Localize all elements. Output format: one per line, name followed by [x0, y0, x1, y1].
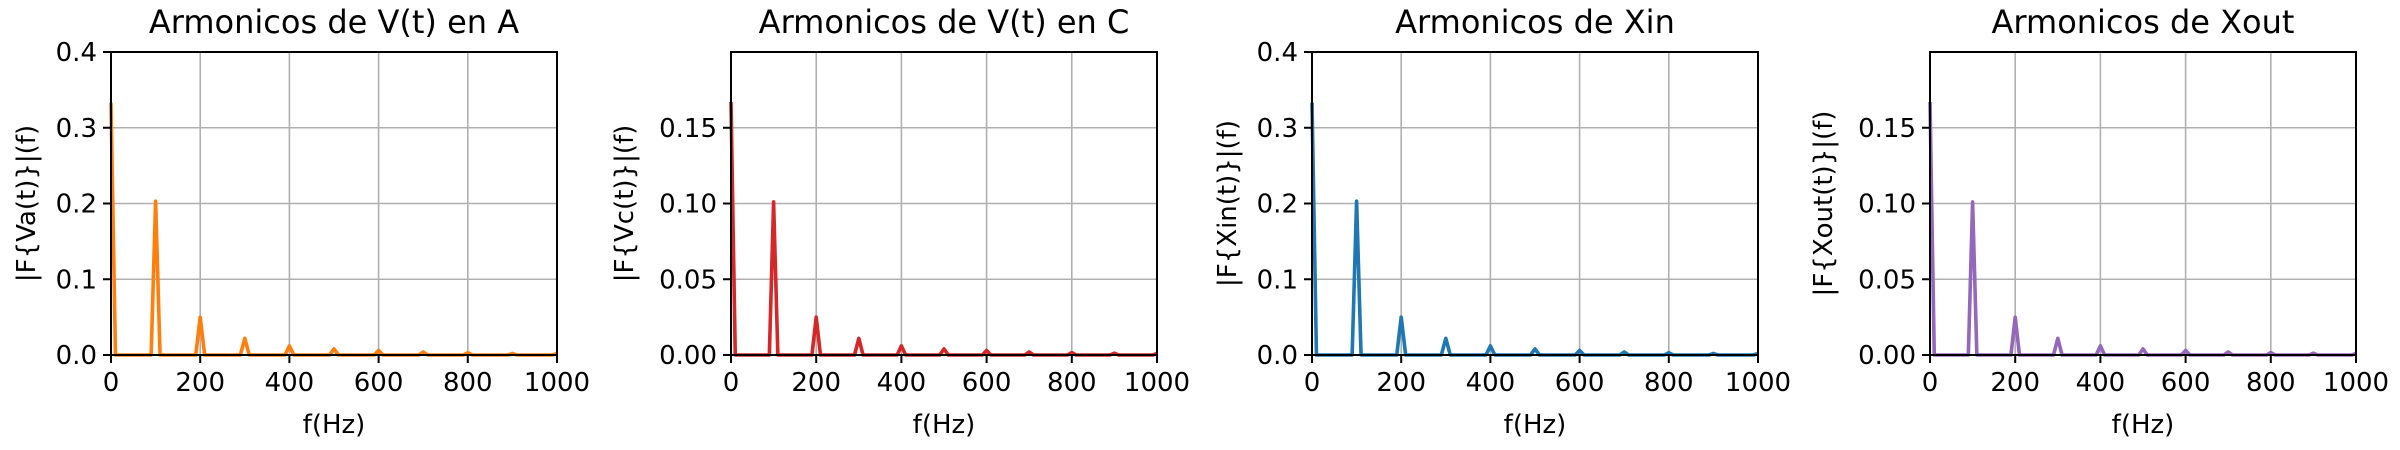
y-tick-label: 0.4	[1257, 38, 1298, 68]
x-axis-label: f(Hz)	[913, 410, 976, 440]
x-tick-label: 200	[175, 368, 225, 398]
chart-4: Armonicos de Xout 0 200 400 600 800 1000 0.00 0.…	[1809, 3, 2389, 440]
y-tick-label: 0.2	[1257, 190, 1298, 220]
y-tick-label: 0.1	[56, 265, 97, 295]
x-tick-label: 400	[1466, 368, 1516, 398]
y-tick-label: 0.00	[659, 341, 717, 371]
x-tick-label: 0	[1304, 368, 1321, 398]
y-tick-label: 0.4	[56, 38, 97, 68]
x-tick-label: 800	[443, 368, 493, 398]
x-tick-label: 200	[791, 368, 841, 398]
y-tick-label: 0.3	[1257, 114, 1298, 144]
y-tick-label: 0.1	[1257, 265, 1298, 295]
chart-title: Armonicos de Xout	[1992, 3, 2295, 41]
x-tick-label: 400	[877, 368, 927, 398]
y-tick-label: 0.0	[56, 341, 97, 371]
x-tick-label: 600	[354, 368, 404, 398]
y-tick-label: 0.2	[56, 190, 97, 220]
chart-title: Armonicos de V(t) en C	[759, 3, 1130, 41]
x-axis-label: f(Hz)	[303, 410, 366, 440]
y-tick-label: 0.15	[1858, 114, 1916, 144]
x-tick-label: 1000	[524, 368, 590, 398]
x-tick-label: 400	[265, 368, 315, 398]
chart-2: Armonicos de V(t) en C 0 200 400 600 800 1000 0…	[610, 3, 1190, 440]
y-tick-label: 0.15	[659, 114, 717, 144]
x-tick-label: 600	[962, 368, 1012, 398]
y-axis-label: |F{Va(t)}|(f)	[12, 125, 42, 282]
y-axis-label: |F{Xout(t)}|(f)	[1809, 111, 1839, 297]
chart-title: Armonicos de Xin	[1395, 3, 1675, 41]
x-tick-label: 1000	[1124, 368, 1190, 398]
y-tick-label: 0.05	[1858, 265, 1916, 295]
y-tick-label: 0.3	[56, 114, 97, 144]
x-tick-label: 800	[2246, 368, 2296, 398]
x-axis-label: f(Hz)	[2112, 410, 2175, 440]
y-tick-label: 0.05	[659, 265, 717, 295]
y-tick-label: 0.10	[1858, 190, 1916, 220]
chart-title: Armonicos de V(t) en A	[149, 3, 519, 41]
x-tick-label: 800	[1047, 368, 1097, 398]
y-tick-label: 0.10	[659, 190, 717, 220]
chart-1: Armonicos de V(t) en A 0 200 400 600 800 1000 0…	[12, 3, 590, 440]
x-tick-label: 0	[103, 368, 120, 398]
x-tick-label: 0	[1922, 368, 1939, 398]
chart-3: Armonicos de Xin 0 200 400 600 800 1000 0.0 0.1 0…	[1213, 3, 1791, 440]
x-tick-label: 200	[1376, 368, 1426, 398]
x-tick-label: 1000	[2323, 368, 2389, 398]
y-tick-label: 0.0	[1257, 341, 1298, 371]
x-tick-label: 400	[2076, 368, 2126, 398]
x-tick-label: 600	[1555, 368, 1605, 398]
x-tick-label: 200	[1990, 368, 2040, 398]
x-tick-label: 600	[2161, 368, 2211, 398]
y-axis-label: |F{Vc(t)}|(f)	[610, 125, 640, 283]
y-tick-label: 0.00	[1858, 341, 1916, 371]
y-axis-label: |F{Xin(t)}|(f)	[1213, 120, 1243, 287]
x-tick-label: 800	[1644, 368, 1694, 398]
x-tick-label: 0	[723, 368, 740, 398]
x-tick-label: 1000	[1725, 368, 1791, 398]
x-axis-label: f(Hz)	[1504, 410, 1567, 440]
